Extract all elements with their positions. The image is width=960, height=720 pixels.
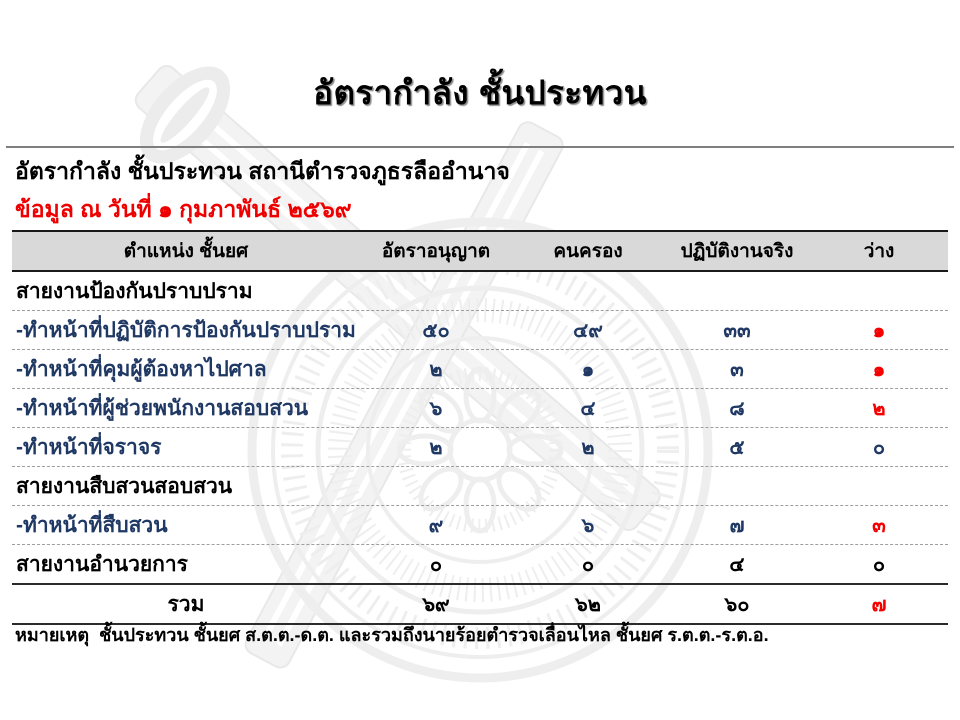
table-row-administration: สายงานอำนวยการ ๐ ๐ ๔ ๐ (12, 545, 948, 585)
station-subtitle: อัตรากำลัง ชั้นประทวน สถานีตำรวจภูธรลืออ… (15, 158, 510, 184)
row-label: สายงานสืบสวนสอบสวน (16, 474, 233, 498)
authorized-value: ๐ (429, 554, 443, 576)
occupied-value: ๐ (581, 554, 595, 576)
table-header-row: ตำแหน่ง ชั้นยศ อัตราอนุญาต คนครอง ปฏิบัต… (12, 230, 948, 272)
col-header-position: ตำแหน่ง ชั้นยศ (123, 241, 249, 262)
table-row-court-escort: -ทำหน้าที่คุมผู้ต้องหาไปศาล ๒ ๑ ๓ ๑ (12, 350, 948, 389)
authorized-value: ๖ (429, 398, 443, 420)
row-label: -ทำหน้าที่ผู้ช่วยพนักงานสอบสวน (16, 396, 309, 420)
table-row-prevention-ops: -ทำหน้าที่ปฏิบัติการป้องกันปราบปราม ๕๐ ๔… (12, 311, 948, 350)
page-title: อัตรากำลัง ชั้นประทวน (313, 74, 647, 111)
actual-duty-value: ๓ (730, 359, 744, 381)
col-header-authorized: อัตราอนุญาต (381, 241, 491, 262)
occupied-value: ๔๙ (573, 320, 603, 342)
occupied-total: ๖๒ (575, 594, 601, 616)
actual-duty-value: ๓๓ (723, 320, 751, 342)
col-header-actual-duty: ปฏิบัติงานจริง (680, 241, 794, 262)
actual-duty-value: ๕ (729, 437, 745, 459)
row-label: -ทำหน้าที่จราจร (16, 435, 162, 459)
actual-duty-total: ๖๐ (724, 594, 750, 616)
actual-duty-value: ๔ (729, 554, 745, 576)
vacant-value: ๓ (872, 515, 886, 537)
authorized-value: ๙ (428, 515, 444, 537)
occupied-value: ๒ (581, 437, 595, 459)
actual-duty-value: ๗ (729, 515, 745, 537)
data-as-of-date: ข้อมูล ณ วันที่ ๑ กุมภาพันธ์ ๒๕๖๙ (15, 196, 352, 222)
table-row-inquiry-assistant: -ทำหน้าที่ผู้ช่วยพนักงานสอบสวน ๖ ๔ ๘ ๒ (12, 389, 948, 428)
occupied-value: ๖ (581, 515, 595, 537)
total-label: รวม (167, 592, 205, 616)
table-row-total: รวม ๖๙ ๖๒ ๖๐ ๗ (12, 585, 948, 625)
table-row-detective: -ทำหน้าที่สืบสวน ๙ ๖ ๗ ๓ (12, 506, 948, 545)
row-label: สายงานป้องกันปราบปราม (16, 279, 253, 303)
vacant-total: ๗ (871, 594, 887, 616)
occupied-value: ๔ (580, 398, 596, 420)
row-label: สายงานอำนวยการ (16, 552, 188, 576)
actual-duty-value: ๘ (729, 398, 745, 420)
authorized-value: ๕๐ (422, 320, 450, 342)
vacant-value: ๐ (872, 437, 886, 459)
manpower-table: ตำแหน่ง ชั้นยศ อัตราอนุญาต คนครอง ปฏิบัต… (12, 230, 948, 625)
row-label: -ทำหน้าที่ปฏิบัติการป้องกันปราบปราม (16, 318, 356, 342)
occupied-value: ๑ (581, 359, 595, 381)
vacant-value: ๒ (872, 398, 886, 420)
row-label: -ทำหน้าที่คุมผู้ต้องหาไปศาล (16, 357, 267, 381)
vacant-value: ๐ (872, 554, 886, 576)
row-label: -ทำหน้าที่สืบสวน (16, 513, 168, 537)
col-header-vacant: ว่าง (863, 241, 895, 262)
footnote: หมายเหตุ ชั้นประทวน ชั้นยศ ส.ต.ต.-ด.ต. แ… (15, 625, 769, 645)
vacant-value: ๑ (872, 320, 886, 342)
table-row-section-investigation: สายงานสืบสวนสอบสวน (12, 467, 948, 506)
top-divider (6, 146, 954, 148)
authorized-value: ๒ (429, 437, 443, 459)
vacant-value: ๑ (872, 359, 886, 381)
col-header-occupied: คนครอง (553, 241, 623, 262)
table-row-traffic: -ทำหน้าที่จราจร ๒ ๒ ๕ ๐ (12, 428, 948, 467)
authorized-total: ๖๙ (422, 594, 450, 616)
authorized-value: ๒ (429, 359, 443, 381)
table-row-section-prevention: สายงานป้องกันปราบปราม (12, 272, 948, 311)
